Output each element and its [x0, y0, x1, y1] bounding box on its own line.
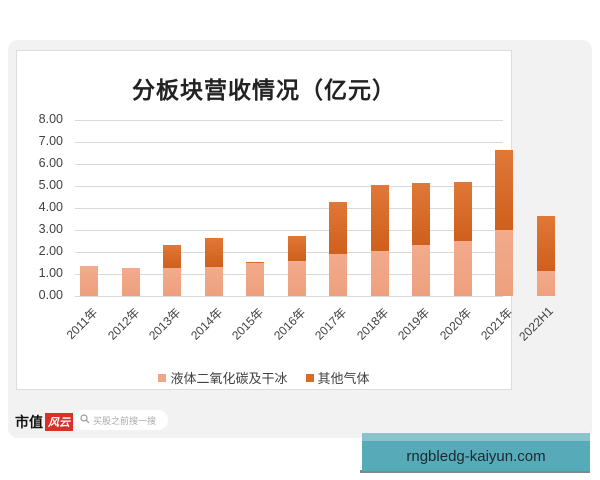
legend-item: 液体二氧化碳及干冰	[158, 368, 288, 387]
bar-2011年	[80, 266, 98, 296]
bar-segment-co2-dry-ice	[536, 270, 555, 296]
bar-2021年	[495, 149, 513, 296]
bar-segment-co2-dry-ice	[204, 266, 223, 296]
brand-badge: 风云	[45, 413, 73, 431]
bar-2015年	[246, 262, 264, 296]
y-tick-label: 8.00	[38, 112, 63, 126]
bar-segment-other-gases	[246, 262, 264, 264]
legend-swatch	[305, 373, 314, 382]
y-tick-label: 5.00	[38, 178, 63, 192]
gridline	[75, 230, 503, 231]
y-tick-label: 6.00	[38, 156, 63, 170]
bar-2018年	[370, 184, 389, 296]
gridline	[75, 186, 503, 187]
bar-segment-other-gases	[536, 216, 555, 271]
y-tick-label: 3.00	[38, 222, 63, 236]
bar-segment-co2-dry-ice	[495, 229, 513, 296]
legend-label: 液体二氧化碳及干冰	[170, 372, 288, 387]
bar-segment-co2-dry-ice	[412, 245, 430, 296]
bar-segment-co2-dry-ice	[453, 240, 472, 296]
bar-segment-other-gases	[329, 202, 347, 255]
brand-logo: 市值 风云	[15, 412, 73, 432]
y-tick-label: 2.00	[38, 244, 63, 258]
chart-title: 分板块营收情况（亿元）	[132, 78, 396, 104]
bar-2013年	[163, 245, 181, 296]
bar-2020年	[453, 181, 472, 296]
gridline	[75, 164, 503, 165]
search-box[interactable]: 买股之前搜一搜	[74, 410, 168, 430]
brand-text: 市值	[15, 415, 43, 431]
search-placeholder: 买股之前搜一搜	[93, 416, 157, 427]
bar-segment-co2-dry-ice	[329, 254, 347, 296]
gridline	[75, 296, 503, 297]
bar-segment-other-gases	[163, 245, 181, 268]
bar-segment-other-gases	[204, 238, 223, 267]
bar-2012年	[121, 267, 140, 296]
y-tick-label: 0.00	[38, 288, 63, 302]
legend-label: 其他气体	[317, 372, 370, 387]
banner-shadow	[360, 470, 590, 473]
bar-segment-co2-dry-ice	[163, 267, 181, 296]
bar-segment-other-gases	[495, 149, 513, 230]
search-icon	[80, 413, 90, 427]
y-tick-label: 4.00	[38, 200, 63, 214]
gridline	[75, 208, 503, 209]
y-tick-label: 1.00	[38, 266, 63, 280]
plot-area: 0.00 1.00 2.00 3.00 4.00 5.00 6.00 7.00 8.00 2011…	[17, 51, 556, 389]
chart-card: 分板块营收情况（亿元） 0.00 1.00 2.00 3.00 4.00 5.00 6.00…	[16, 50, 556, 390]
bar-segment-co2-dry-ice	[287, 260, 306, 296]
bar-segment-other-gases	[370, 184, 389, 252]
bar-segment-other-gases	[453, 181, 472, 241]
bar-segment-co2-dry-ice	[80, 266, 98, 296]
bar-2016年	[287, 236, 306, 296]
y-tick-label: 7.00	[38, 134, 63, 148]
gridline	[75, 142, 503, 143]
bar-2017年	[329, 202, 347, 296]
chart-legend: 液体二氧化碳及干冰 其他气体	[17, 368, 511, 387]
legend-swatch	[158, 373, 167, 382]
legend-item: 其他气体	[305, 368, 370, 387]
bar-segment-other-gases	[412, 182, 430, 246]
bar-2022H1	[536, 216, 555, 296]
bar-2014年	[204, 238, 223, 296]
bar-segment-other-gases	[287, 236, 306, 261]
bar-2019年	[412, 182, 430, 296]
bar-segment-co2-dry-ice	[370, 251, 389, 296]
bar-segment-co2-dry-ice	[121, 267, 140, 296]
url-banner[interactable]: rngbledg-kaiyun.com	[362, 433, 590, 471]
bar-segment-co2-dry-ice	[246, 263, 264, 296]
gridline	[75, 120, 503, 121]
